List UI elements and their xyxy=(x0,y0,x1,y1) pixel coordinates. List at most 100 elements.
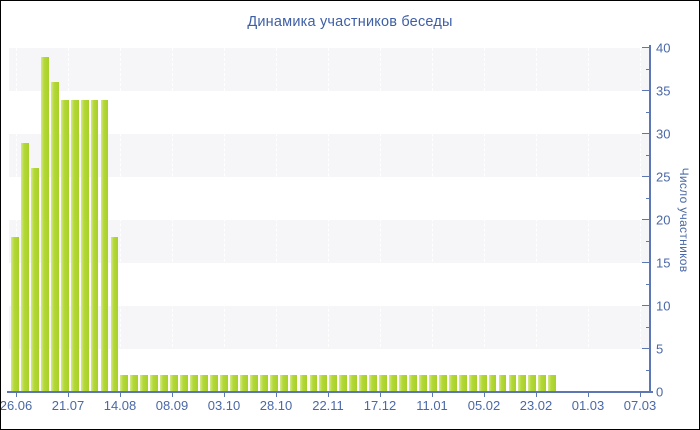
bar xyxy=(229,374,238,392)
plot-band xyxy=(9,48,649,91)
bar xyxy=(389,374,397,392)
x-tick xyxy=(16,393,17,397)
y-minor-tick xyxy=(645,240,649,242)
bar xyxy=(458,374,467,392)
y-minor-tick xyxy=(645,68,649,70)
y-minor-tick xyxy=(645,111,649,113)
vertical-gridline xyxy=(120,48,121,392)
x-tick-label: 28.10 xyxy=(259,398,293,413)
x-tick-label: 07.03 xyxy=(623,398,657,413)
vertical-gridline xyxy=(16,48,17,392)
bar xyxy=(468,374,477,392)
x-tick xyxy=(588,393,589,397)
bar xyxy=(259,374,268,392)
x-tick xyxy=(328,393,329,397)
bar xyxy=(418,374,427,392)
bar xyxy=(20,142,29,392)
y-major-tick xyxy=(642,219,649,220)
plot-band xyxy=(9,134,649,177)
y-major-tick xyxy=(642,133,649,134)
x-tick-label: 14.08 xyxy=(103,398,137,413)
y-axis-line xyxy=(649,45,651,393)
bar xyxy=(369,374,378,392)
bar xyxy=(309,374,318,392)
x-tick xyxy=(68,393,69,397)
bar xyxy=(359,374,368,392)
x-tick xyxy=(380,393,381,397)
x-tick xyxy=(432,393,433,397)
bar xyxy=(518,374,527,392)
y-major-tick xyxy=(642,305,649,306)
bar xyxy=(339,374,348,392)
bar xyxy=(130,374,139,392)
y-tick-label: 0 xyxy=(656,384,664,400)
bar xyxy=(100,99,109,392)
vertical-gridline xyxy=(380,48,381,392)
bar xyxy=(150,374,159,392)
y-minor-tick xyxy=(645,154,649,156)
vertical-gridline xyxy=(484,48,485,392)
x-tick xyxy=(484,393,485,397)
y-axis-title: Число участников xyxy=(677,167,691,273)
y-minor-tick xyxy=(645,197,649,199)
x-tick-label: 21.07 xyxy=(51,398,85,413)
bar xyxy=(319,374,328,392)
bar xyxy=(180,374,189,392)
bar xyxy=(160,374,169,392)
x-tick-label: 08.09 xyxy=(155,398,189,413)
y-tick-label: 10 xyxy=(656,298,671,314)
bar xyxy=(299,374,308,392)
x-tick xyxy=(640,393,641,397)
x-tick-label: 11.01 xyxy=(416,398,448,413)
bar xyxy=(200,374,208,392)
y-tick-label: 25 xyxy=(656,169,671,185)
x-tick xyxy=(276,393,277,397)
y-minor-tick xyxy=(645,326,649,328)
y-tick-label: 15 xyxy=(656,255,671,271)
y-tick-label: 30 xyxy=(656,126,671,142)
bar xyxy=(90,99,99,392)
bar xyxy=(219,374,228,392)
vertical-gridline xyxy=(276,48,277,392)
x-tick xyxy=(120,393,121,397)
bar xyxy=(329,374,338,392)
x-tick xyxy=(224,393,225,397)
bar xyxy=(478,374,487,392)
bar xyxy=(239,374,248,392)
y-tick-label: 20 xyxy=(656,212,671,228)
bar xyxy=(379,374,388,392)
bar xyxy=(498,374,507,392)
bar xyxy=(548,374,557,392)
bar xyxy=(399,374,407,392)
bar xyxy=(40,56,49,392)
y-major-tick xyxy=(642,348,649,349)
x-tick xyxy=(536,393,537,397)
y-major-tick xyxy=(642,90,649,91)
vertical-gridline xyxy=(224,48,225,392)
chart-title: Динамика участников беседы xyxy=(247,14,453,30)
vertical-gridline xyxy=(536,48,537,392)
bar xyxy=(409,374,417,392)
x-tick-label: 03.10 xyxy=(207,398,241,413)
plot-band xyxy=(9,177,649,220)
y-tick-label: 40 xyxy=(656,40,671,56)
bar xyxy=(538,374,547,392)
vertical-gridline xyxy=(172,48,173,392)
y-minor-tick xyxy=(645,283,649,285)
bar xyxy=(508,374,517,392)
y-major-tick xyxy=(642,47,649,48)
bar xyxy=(488,374,497,392)
bar xyxy=(428,374,437,392)
vertical-gridline xyxy=(588,48,589,392)
bar xyxy=(11,237,19,392)
bar xyxy=(140,374,149,392)
x-tick-label: 26.06 xyxy=(0,398,33,413)
plot-area xyxy=(9,48,649,392)
bar xyxy=(249,374,258,392)
y-major-tick xyxy=(642,262,649,263)
bar xyxy=(289,374,298,392)
vertical-gridline xyxy=(328,48,329,392)
bar xyxy=(349,374,358,392)
bar xyxy=(448,374,457,392)
